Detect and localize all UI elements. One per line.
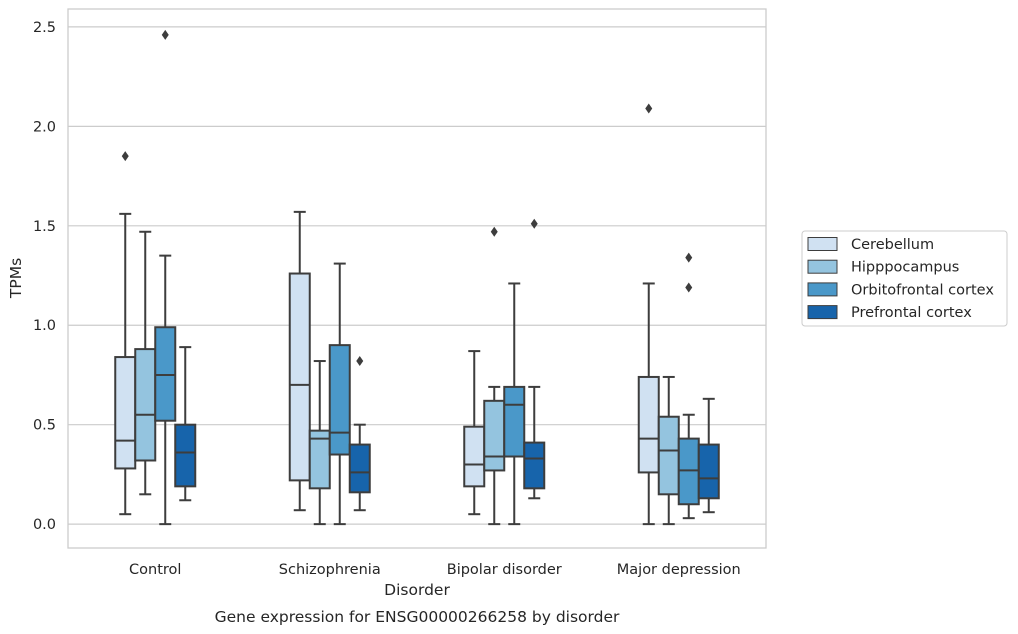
box-group [174, 346, 197, 502]
box [174, 423, 197, 488]
plot-frame [67, 8, 767, 549]
box-group [697, 397, 720, 514]
y-tick-label: 0.5 [33, 418, 56, 434]
box-group [637, 103, 660, 526]
outlier-point [530, 218, 538, 229]
box-group [288, 210, 311, 512]
legend-label: Cerebellum [851, 237, 934, 253]
y-axis-label: TPMs [7, 258, 25, 299]
outlier-point [645, 103, 653, 114]
outlier-point [685, 282, 693, 293]
box [637, 375, 660, 474]
box-group [463, 350, 486, 516]
box-group [483, 226, 506, 526]
box-group [114, 151, 137, 516]
y-tick-label: 2.5 [33, 20, 56, 36]
box [288, 272, 311, 482]
y-tick-label: 0.0 [33, 517, 56, 533]
legend-swatch [807, 305, 838, 320]
legend-swatch [807, 282, 838, 297]
outlier-point [685, 252, 693, 263]
box [328, 344, 351, 456]
outlier-point [356, 356, 364, 367]
box [523, 441, 546, 490]
legend-items: Cerebellum Hipppocampus Orbitofrontal cort… [807, 237, 994, 321]
box-group [677, 252, 700, 520]
outlier-point [121, 151, 129, 162]
outlier-point [490, 226, 498, 237]
box-group [348, 356, 371, 512]
legend-swatch [807, 259, 838, 274]
box-group [503, 282, 526, 526]
legend-label: Prefrontal cortex [851, 305, 972, 321]
x-tick-label: Major depression [617, 562, 741, 578]
x-tick-label: Schizophrenia [279, 562, 381, 578]
legend-frame [801, 230, 1008, 327]
box [463, 425, 486, 488]
box-plots [114, 29, 720, 526]
legend-label: Hipppocampus [851, 260, 959, 276]
legend: Cerebellum Hipppocampus Orbitofrontal cort… [801, 230, 1008, 327]
box [348, 443, 371, 494]
box [503, 385, 526, 458]
box [134, 348, 157, 462]
box-group [657, 375, 680, 526]
x-axis-label: Disorder [384, 581, 450, 599]
box-group [523, 218, 546, 500]
x-tick-label: Control [129, 562, 181, 578]
x-tick-labels: Control Schizophrenia Bipolar disorder Majo… [129, 562, 741, 578]
box-group [328, 262, 351, 526]
outlier-point [161, 29, 169, 40]
box-group [154, 29, 177, 526]
y-tick-label: 2.0 [33, 119, 56, 135]
box [697, 443, 720, 500]
box-group [308, 360, 331, 526]
x-tick-label: Bipolar disorder [447, 562, 562, 578]
y-tick-label: 1.5 [33, 219, 56, 235]
figure-caption: Gene expression for ENSG00000266258 by d… [215, 608, 620, 626]
box [657, 415, 680, 496]
y-tick-label: 1.0 [33, 318, 56, 334]
box-group [134, 230, 157, 496]
y-tick-labels: 0.0 0.5 1.0 1.5 2.0 2.5 [33, 20, 56, 533]
legend-label: Orbitofrontal cortex [851, 282, 994, 298]
box [308, 429, 331, 490]
box [114, 356, 137, 470]
box [483, 399, 506, 472]
legend-swatch [807, 237, 838, 251]
